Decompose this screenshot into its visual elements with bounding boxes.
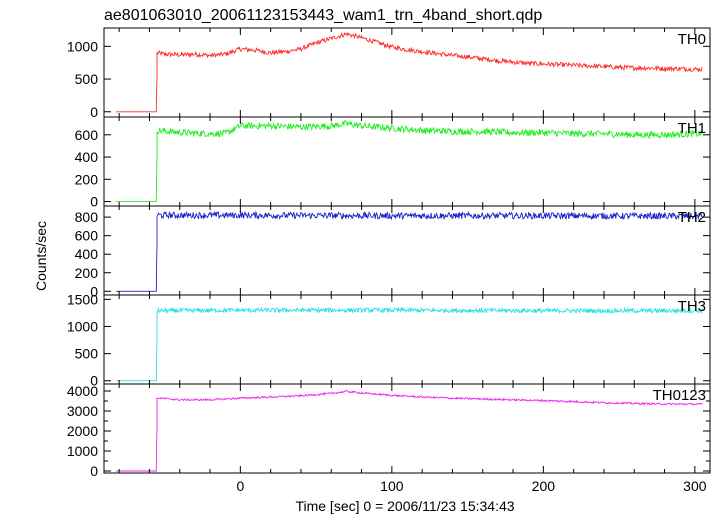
panel-th3: 0 500 1000 1500 TH3 — [67, 291, 711, 389]
y-tick-label: 500 — [75, 71, 99, 87]
panel-frame — [103, 294, 711, 385]
panel-label: TH3 — [678, 298, 706, 315]
panel-th1: 0 200 400 600 TH1 — [75, 116, 711, 210]
y-tick-label: 1000 — [67, 38, 98, 54]
panel-th0: 0 500 1000 TH0 — [67, 27, 711, 120]
y-tick-label: 2000 — [67, 423, 98, 439]
series-line-th2 — [116, 210, 703, 292]
panel-label: TH1 — [678, 120, 706, 137]
panel-frame — [103, 383, 711, 474]
y-tick-label: 0 — [90, 104, 98, 120]
x-tick-label: 100 — [380, 478, 404, 494]
y-tick-label: 500 — [75, 346, 99, 362]
panel-th2: 0 200 400 600 800 TH2 — [75, 205, 711, 299]
y-tick-label: 600 — [75, 228, 99, 244]
y-tick-label: 1000 — [67, 443, 98, 459]
series-line-th0 — [116, 31, 703, 113]
y-tick-label: 0 — [90, 373, 98, 389]
y-tick-label: 800 — [75, 209, 99, 225]
panel-label: TH0 — [678, 31, 706, 48]
x-tick-label: 0 — [236, 478, 244, 494]
y-tick-label: 1000 — [67, 318, 98, 334]
panel-frame — [103, 116, 711, 207]
y-tick-label: 400 — [75, 246, 99, 262]
y-tick-label: 200 — [75, 265, 99, 281]
y-tick-label: 0 — [90, 283, 98, 299]
panel-th0123: 0 1000 2000 3000 4000 TH0123 — [67, 383, 711, 479]
y-tick-label: 3000 — [67, 403, 98, 419]
panel-label: TH0123 — [653, 387, 706, 404]
x-axis-label: Time [sec] 0 = 2006/11/23 15:34:43 — [295, 498, 514, 514]
x-tick-label: 200 — [532, 478, 556, 494]
chart-title: ae801063010_20061123153443_wam1_trn_4ban… — [104, 7, 542, 24]
y-tick-label: 600 — [75, 127, 99, 143]
y-tick-label: 1500 — [67, 291, 98, 307]
y-tick-label: 200 — [75, 171, 99, 187]
x-tick-label: 300 — [683, 478, 707, 494]
y-tick-label: 4000 — [67, 383, 98, 399]
y-tick-label: 400 — [75, 149, 99, 165]
y-tick-label: 0 — [90, 194, 98, 210]
y-tick-label: 0 — [90, 463, 98, 479]
series-line-th3 — [116, 306, 703, 382]
series-line-th0123 — [116, 390, 703, 472]
series-line-th1 — [116, 120, 703, 203]
panel-label: TH2 — [678, 209, 706, 226]
panel-frame — [103, 27, 711, 118]
panel-frame — [103, 205, 711, 296]
y-axis-label: Counts/sec — [33, 221, 49, 291]
